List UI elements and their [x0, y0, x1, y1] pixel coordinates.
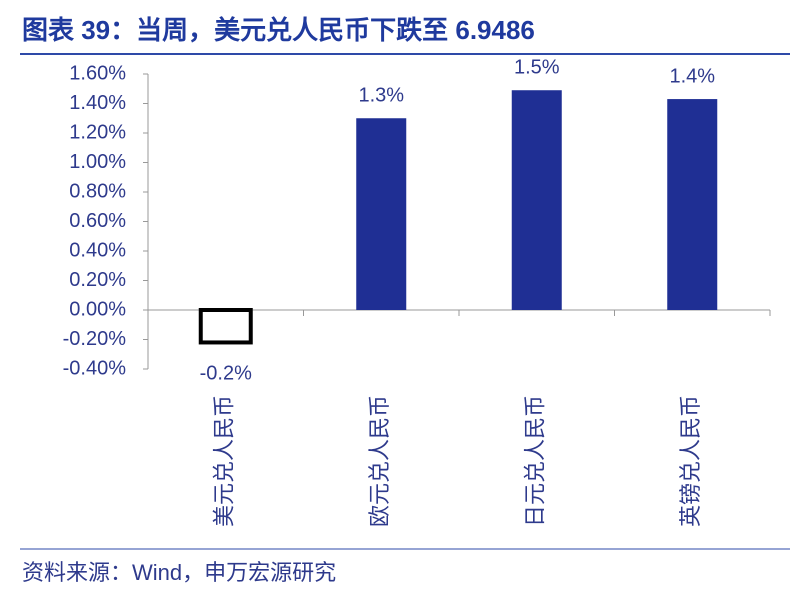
y-tick-label: 0.00%	[69, 298, 126, 320]
y-tick-label: 0.80%	[69, 180, 126, 202]
bar	[198, 308, 253, 345]
x-tick-label: 英镑兑人民币	[678, 395, 703, 527]
value-label: 1.4%	[669, 65, 715, 87]
y-tick-label: 1.00%	[69, 151, 126, 173]
chart-title: 图表 39：当周，美元兑人民币下跌至 6.9486	[22, 15, 535, 45]
y-tick-label: 0.60%	[69, 210, 126, 232]
y-tick-label: 0.40%	[69, 239, 126, 261]
y-tick-label: -0.20%	[63, 328, 127, 350]
x-tick-label: 美元兑人民币	[212, 395, 237, 527]
value-label: 1.3%	[358, 85, 404, 107]
x-tick-label: 欧元兑人民币	[367, 395, 392, 527]
bar	[356, 118, 407, 310]
bar	[667, 99, 718, 310]
y-tick-label: 1.40%	[69, 92, 126, 114]
x-tick-label: 日元兑人民币	[523, 395, 548, 527]
y-tick-label: -0.40%	[63, 357, 127, 379]
value-label: -0.2%	[200, 363, 252, 385]
y-tick-label: 1.60%	[69, 62, 126, 84]
bar	[511, 90, 562, 310]
y-tick-label: 0.20%	[69, 269, 126, 291]
y-tick-label: 1.20%	[69, 121, 126, 143]
source-note: 资料来源：Wind，申万宏源研究	[22, 560, 336, 585]
value-label: 1.5%	[514, 57, 560, 79]
